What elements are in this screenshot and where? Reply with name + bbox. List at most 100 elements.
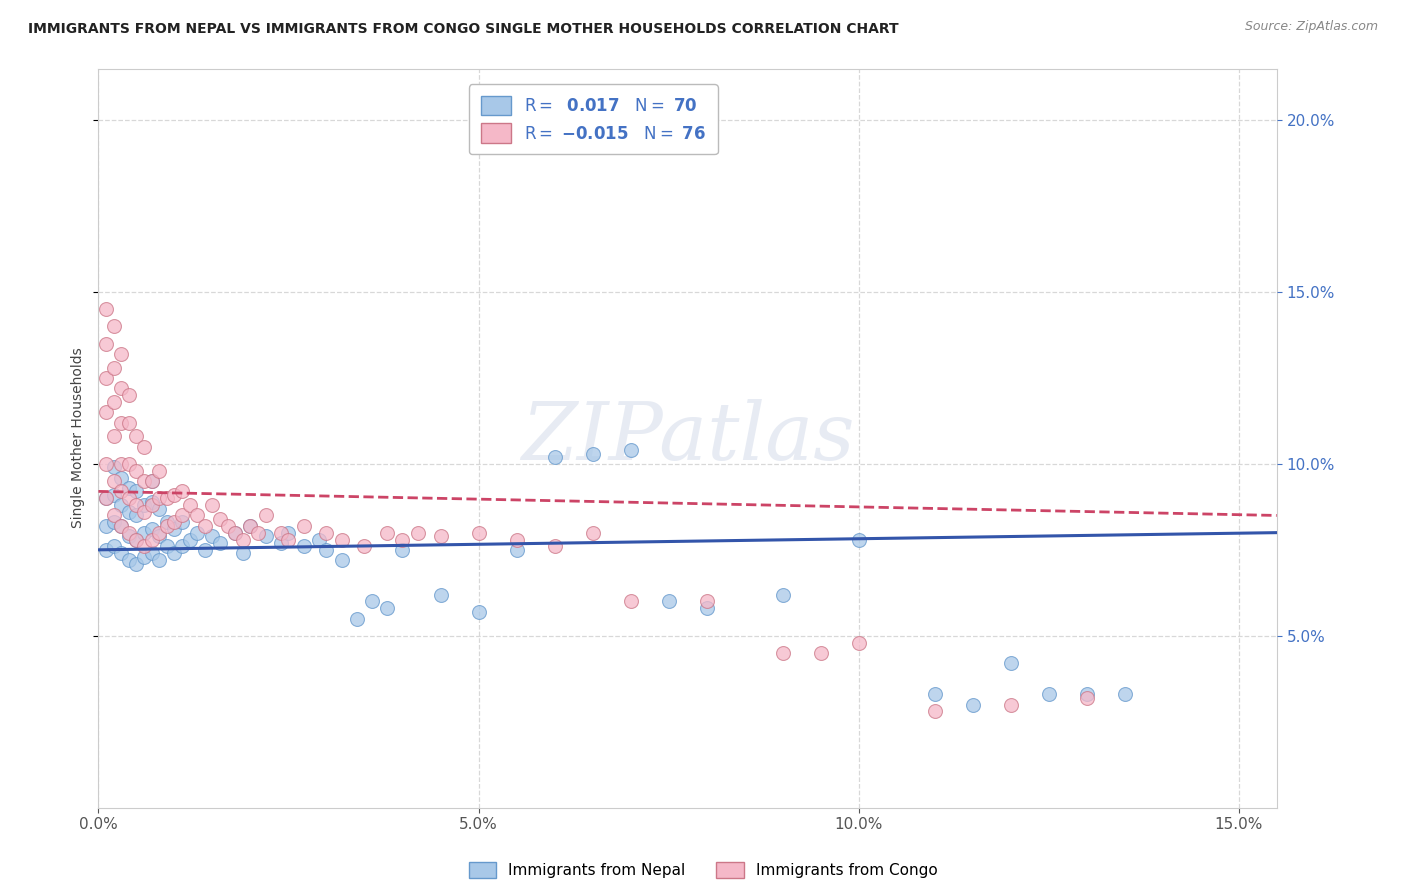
Point [270,536,292,550]
Point [292,518,315,533]
Point [170,540,193,554]
Point [186,508,208,523]
Point [467,525,489,540]
Point [148,464,170,478]
Point [254,508,277,523]
Point [239,518,262,533]
Point [156,518,179,533]
Point [1076,690,1098,705]
Point [103,516,125,530]
Point [132,505,155,519]
Point [94,518,117,533]
Point [110,546,132,560]
Point [118,529,141,543]
Point [232,546,254,560]
Point [156,491,179,506]
Point [163,488,186,502]
Point [118,525,141,540]
Point [924,687,946,701]
Text: Source: ZipAtlas.com: Source: ZipAtlas.com [1244,20,1378,33]
Point [103,395,125,409]
Point [94,491,117,506]
Point [110,347,132,361]
Point [201,529,224,543]
Point [467,605,489,619]
Point [141,546,163,560]
Point [125,533,148,547]
Point [103,540,125,554]
Point [224,525,246,540]
Point [94,542,117,557]
Point [103,319,125,334]
Point [308,533,330,547]
Point [375,601,398,615]
Point [118,553,141,567]
Point [277,533,299,547]
Point [406,525,429,540]
Point [346,611,368,625]
Point [1076,687,1098,701]
Point [132,498,155,512]
Point [170,516,193,530]
Point [209,512,232,526]
Point [1000,698,1022,712]
Y-axis label: Single Mother Households: Single Mother Households [72,348,86,528]
Point [163,516,186,530]
Point [315,525,337,540]
Point [315,542,337,557]
Point [619,594,641,608]
Point [277,525,299,540]
Point [132,549,155,564]
Point [543,540,565,554]
Point [110,518,132,533]
Point [194,518,217,533]
Point [505,542,527,557]
Point [103,460,125,475]
Legend: $\mathregular{R =}$  $\mathbf{0.017}$   $\mathregular{N =}$ $\mathbf{70}$, $\mat: $\mathregular{R =}$ $\mathbf{0.017}$ $\m… [470,84,717,154]
Point [141,474,163,488]
Point [125,484,148,499]
Point [148,501,170,516]
Point [163,546,186,560]
Point [141,474,163,488]
Point [103,508,125,523]
Point [543,450,565,464]
Text: IMMIGRANTS FROM NEPAL VS IMMIGRANTS FROM CONGO SINGLE MOTHER HOUSEHOLDS CORRELAT: IMMIGRANTS FROM NEPAL VS IMMIGRANTS FROM… [28,22,898,37]
Point [224,525,246,540]
Point [125,498,148,512]
Point [429,529,451,543]
Point [848,635,870,649]
Point [391,533,413,547]
Point [103,360,125,375]
Point [148,553,170,567]
Point [103,474,125,488]
Point [696,601,718,615]
Point [810,646,832,660]
Point [94,371,117,385]
Point [209,536,232,550]
Point [194,542,217,557]
Point [270,525,292,540]
Point [110,484,132,499]
Point [505,533,527,547]
Point [772,646,794,660]
Point [118,505,141,519]
Point [361,594,384,608]
Point [94,457,117,471]
Point [848,533,870,547]
Point [156,516,179,530]
Point [254,529,277,543]
Point [118,481,141,495]
Point [110,470,132,484]
Point [186,525,208,540]
Point [1038,687,1060,701]
Point [375,525,398,540]
Point [94,405,117,419]
Point [118,457,141,471]
Point [118,388,141,402]
Point [94,302,117,317]
Point [125,464,148,478]
Point [179,498,201,512]
Point [1000,657,1022,671]
Point [179,533,201,547]
